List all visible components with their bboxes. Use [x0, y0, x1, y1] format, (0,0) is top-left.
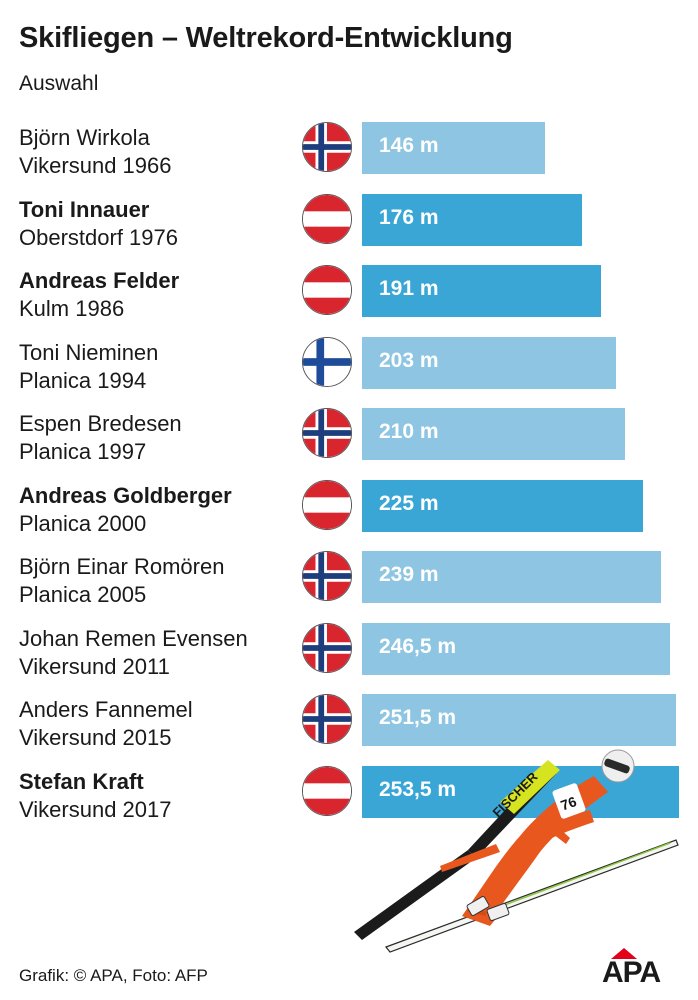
jumper-name: Anders Fannemel: [19, 697, 193, 722]
bar-value-label: 253,5 m: [379, 778, 457, 801]
jumper-name: Espen Bredesen: [19, 411, 182, 436]
bar: 251,5 m: [362, 694, 676, 746]
bar: 146 m: [362, 122, 545, 174]
jumper-name: Stefan Kraft: [19, 769, 144, 794]
bib-number: 76: [558, 793, 578, 813]
jumper-name: Toni Nieminen: [19, 340, 159, 365]
jumper-name: Toni Innauer: [19, 197, 150, 222]
bar: 210 m: [362, 408, 625, 460]
record-row: Johan Remen Evensen Vikersund 2011 246,5 m: [0, 623, 698, 695]
venue-year: Vikersund 1966: [19, 153, 172, 178]
venue-year: Vikersund 2017: [19, 797, 172, 822]
flag-austria-icon: [302, 766, 352, 816]
bar-value-label: 246,5 m: [379, 635, 457, 658]
flag-norway-icon: [302, 623, 352, 673]
bar: 203 m: [362, 337, 616, 389]
flag-austria-icon: [302, 480, 352, 530]
ski-jumper-photo: FISCHER 76: [354, 749, 679, 953]
bar: 246,5 m: [362, 623, 670, 675]
venue-year: Vikersund 2011: [19, 654, 170, 679]
bar: 225 m: [362, 480, 643, 532]
flag-austria-icon: [302, 194, 352, 244]
flag-norway-icon: [302, 551, 352, 601]
apa-logo: APA: [602, 948, 680, 988]
bar-value-label: 176 m: [379, 206, 439, 229]
venue-year: Planica 1997: [19, 439, 147, 464]
jumper-name: Andreas Goldberger: [19, 483, 232, 508]
bar: 239 m: [362, 551, 661, 603]
bar-value-label: 251,5 m: [379, 706, 457, 729]
bar: 176 m: [362, 194, 582, 246]
record-row: Björn Einar Romören Planica 2005 239 m: [0, 551, 698, 623]
bar-value-label: 191 m: [379, 277, 439, 300]
venue-year: Kulm 1986: [19, 296, 125, 321]
jumper-name: Andreas Felder: [19, 268, 180, 293]
venue-year: Vikersund 2015: [19, 725, 172, 750]
jumper-name: Johan Remen Evensen: [19, 626, 248, 651]
record-row: Espen Bredesen Planica 1997 210 m: [0, 408, 698, 480]
chart-subtitle: Auswahl: [19, 72, 99, 95]
record-row: Toni Innauer Oberstdorf 1976 176 m: [0, 194, 698, 266]
bar: 191 m: [362, 265, 601, 317]
bar-value-label: 146 m: [379, 134, 439, 157]
bar-value-label: 225 m: [379, 492, 439, 515]
flag-norway-icon: [302, 694, 352, 744]
chart-title: Skifliegen – Weltrekord-Entwicklung: [19, 22, 513, 54]
bar-value-label: 203 m: [379, 349, 439, 372]
jumper-name: Björn Wirkola: [19, 125, 150, 150]
footer-credit: Grafik: © APA, Foto: AFP: [19, 966, 208, 985]
venue-year: Oberstdorf 1976: [19, 225, 178, 250]
bar-value-label: 239 m: [379, 563, 439, 586]
venue-year: Planica 2005: [19, 582, 147, 607]
venue-year: Planica 1994: [19, 368, 147, 393]
flag-norway-icon: [302, 408, 352, 458]
ski-left: [354, 850, 476, 940]
flag-austria-icon: [302, 265, 352, 315]
logo-triangle: [611, 948, 637, 959]
jumper-name: Björn Einar Romören: [19, 554, 225, 579]
bar-value-label: 210 m: [379, 420, 439, 443]
record-row: Björn Wirkola Vikersund 1966 146 m: [0, 122, 698, 194]
record-row: Andreas Goldberger Planica 2000 225 m: [0, 480, 698, 552]
record-row: Toni Nieminen Planica 1994 203 m: [0, 337, 698, 409]
flag-norway-icon: [302, 122, 352, 172]
record-row: Anders Fannemel Vikersund 2015 251,5 m: [0, 694, 698, 766]
flag-finland-icon: [302, 337, 352, 387]
venue-year: Planica 2000: [19, 511, 147, 536]
record-row: Andreas Felder Kulm 1986 191 m: [0, 265, 698, 337]
